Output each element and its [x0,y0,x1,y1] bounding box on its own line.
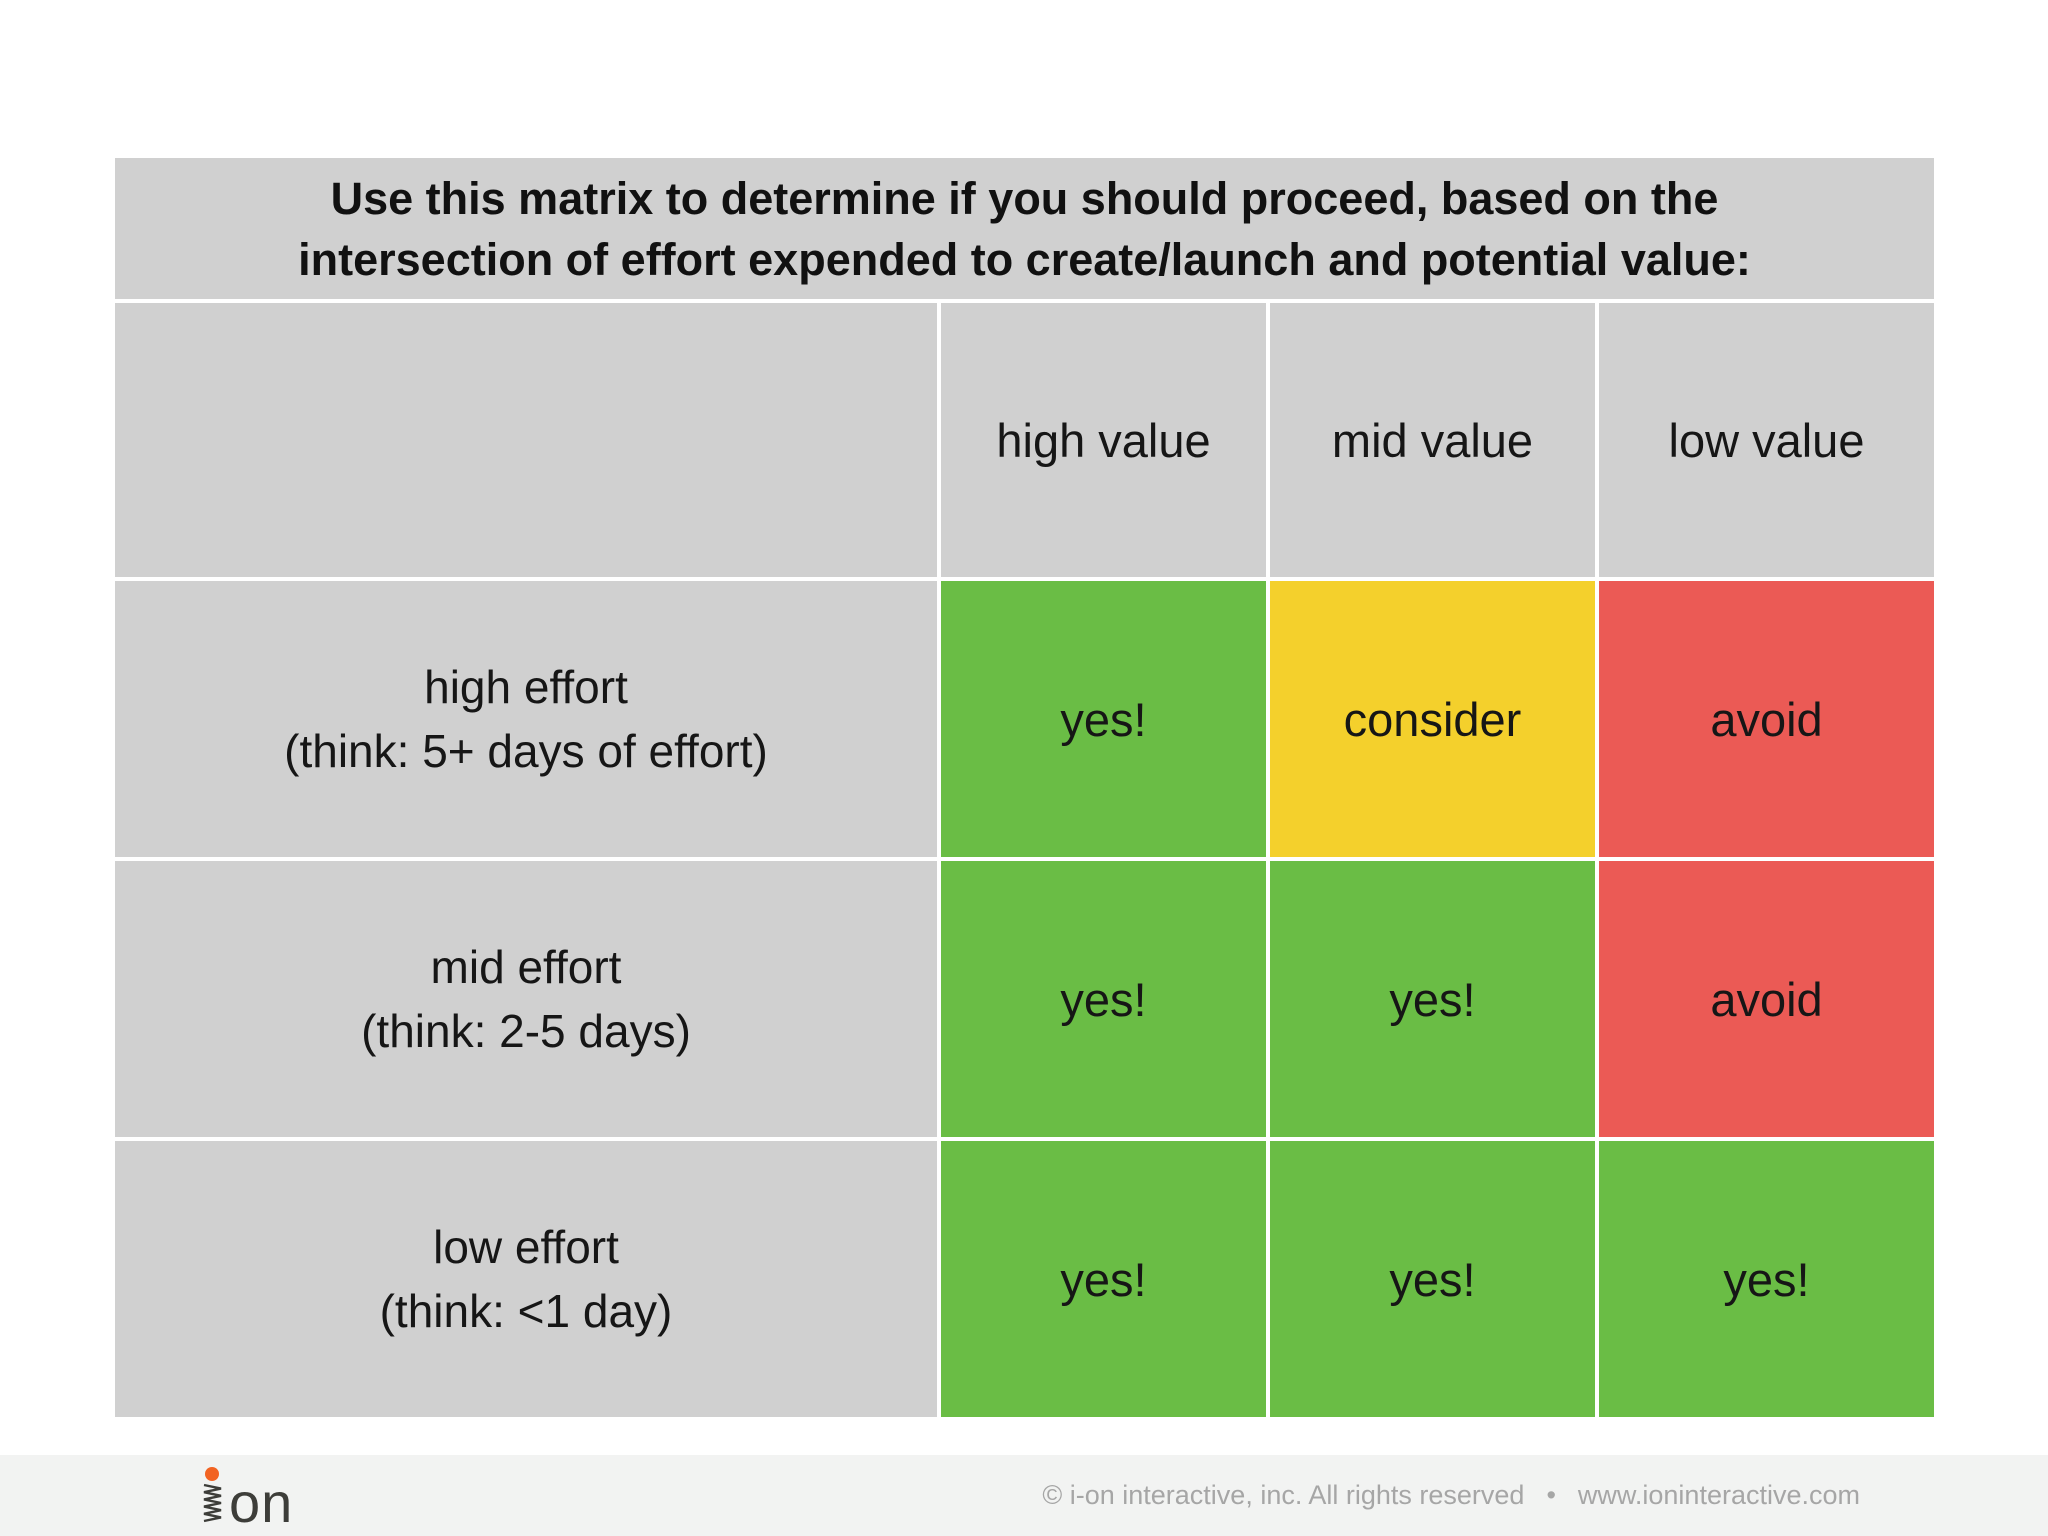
cell-high-effort-mid-value: consider [1270,581,1595,857]
row-label-line2: (think: 2-5 days) [361,1005,691,1057]
cell-low-effort-high-value: yes! [941,1141,1266,1417]
row-label-low-effort: low effort (think: <1 day) [115,1141,937,1417]
ion-logo-word: on [229,1471,293,1527]
cell-mid-effort-low-value: avoid [1599,861,1934,1137]
cell-high-effort-high-value: yes! [941,581,1266,857]
column-header-mid-value: mid value [1270,303,1595,577]
cell-low-effort-mid-value: yes! [1270,1141,1595,1417]
matrix-title: Use this matrix to determine if you shou… [115,158,1934,299]
cell-mid-effort-high-value: yes! [941,861,1266,1137]
footer-text: © i-on interactive, inc. All rights rese… [1042,1480,1860,1511]
row-label-line2: (think: 5+ days of effort) [284,725,768,777]
row-label-mid-effort: mid effort (think: 2-5 days) [115,861,937,1137]
cell-mid-effort-mid-value: yes! [1270,861,1595,1137]
ion-logo-icon: on [203,1466,293,1527]
matrix-title-line2: intersection of effort expended to creat… [298,233,1751,285]
ion-logo: on [198,1465,333,1527]
matrix-grid: high value mid value low value high effo… [115,303,1934,1417]
separator-dot: • [1546,1480,1556,1510]
row-label-line1: high effort [424,661,628,713]
column-header-low-value: low value [1599,303,1934,577]
cell-low-effort-low-value: yes! [1599,1141,1934,1417]
cell-high-effort-low-value: avoid [1599,581,1934,857]
row-label-line2: (think: <1 day) [379,1285,673,1337]
row-label-high-effort: high effort (think: 5+ days of effort) [115,581,937,857]
column-header-high-value: high value [941,303,1266,577]
corner-cell [115,303,937,577]
row-label-line1: low effort [433,1221,619,1273]
row-label-line1: mid effort [430,941,622,993]
footer-bar: on © i-on interactive, inc. All rights r… [0,1455,2048,1536]
decision-matrix: Use this matrix to determine if you shou… [115,158,1934,1417]
website-url: www.ioninteractive.com [1577,1480,1860,1510]
matrix-title-line1: Use this matrix to determine if you shou… [330,172,1719,224]
copyright-text: © i-on interactive, inc. All rights rese… [1042,1480,1525,1510]
